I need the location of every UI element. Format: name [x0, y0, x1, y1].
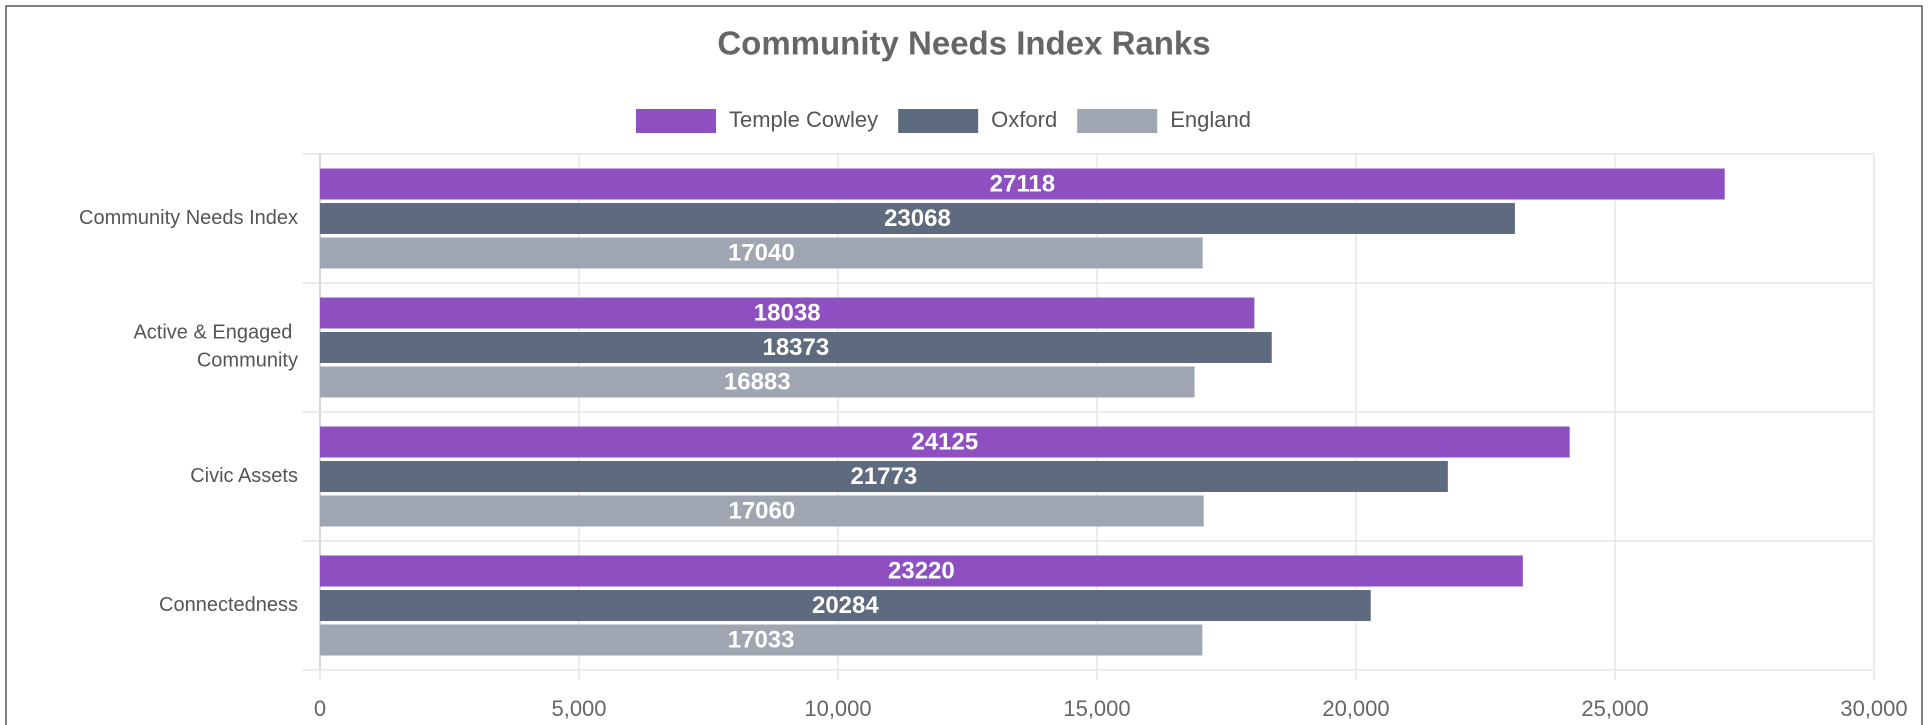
data-label: 21773 [851, 463, 918, 490]
data-label: 17060 [728, 497, 795, 524]
x-tick-label: 5,000 [551, 696, 606, 721]
chart-title: Community Needs Index Ranks [717, 25, 1210, 62]
data-label: 23068 [884, 205, 951, 232]
bar [320, 624, 1203, 656]
legend-swatch [898, 109, 979, 133]
legend-label: Oxford [991, 107, 1057, 132]
bar [320, 237, 1203, 269]
bar [320, 168, 1725, 200]
y-tick-label: Community Needs Index [79, 207, 298, 229]
bar [320, 366, 1195, 398]
x-tick-label: 10,000 [804, 696, 871, 721]
data-label: 17033 [728, 626, 795, 653]
x-tick-label: 0 [314, 696, 326, 721]
legend-swatch [1077, 109, 1158, 133]
chart-border [5, 5, 1923, 725]
data-label: 16883 [724, 368, 791, 395]
data-label: 24125 [911, 428, 978, 455]
x-tick-label: 25,000 [1581, 696, 1648, 721]
data-label: 20284 [812, 592, 879, 619]
bar [320, 203, 1515, 234]
legend-label: Temple Cowley [729, 107, 878, 132]
legend-swatch [636, 109, 716, 133]
y-tick-label: Civic Assets [190, 465, 298, 487]
bar [320, 495, 1204, 527]
legend-label: England [1170, 107, 1251, 132]
x-tick-label: 15,000 [1063, 696, 1130, 721]
bar [320, 461, 1448, 492]
bar [320, 555, 1523, 587]
legend: Temple Cowley Oxford England [636, 107, 1251, 133]
x-tick-label: 20,000 [1322, 696, 1389, 721]
y-tick-label: Active & Engaged Community [133, 322, 298, 372]
data-label: 18038 [754, 299, 821, 326]
bar [320, 590, 1371, 621]
bar [320, 332, 1272, 363]
data-label: 23220 [888, 557, 955, 584]
data-label: 17040 [728, 239, 795, 266]
bar [320, 426, 1570, 458]
y-tick-label: Connectedness [159, 594, 298, 616]
x-tick-label: 30,000 [1840, 696, 1907, 721]
data-label: 27118 [990, 170, 1055, 197]
bar [320, 297, 1255, 329]
data-label: 18373 [762, 334, 829, 361]
